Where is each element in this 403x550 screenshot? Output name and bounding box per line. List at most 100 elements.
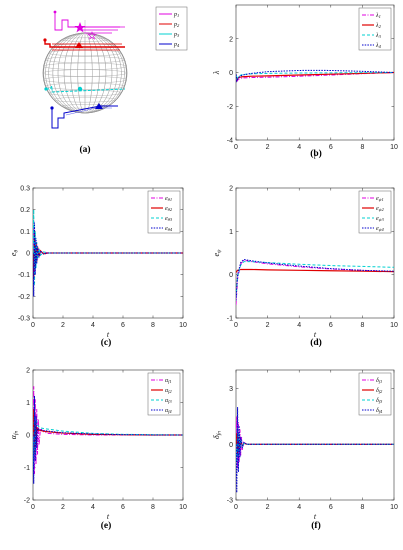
y-tick-label: -4 [227,138,233,145]
series-line-f-4 [236,407,394,493]
x-tick-label: 6 [121,504,125,511]
y-axis-label: eθ [9,250,20,257]
x-axis-label: t [314,512,317,521]
x-tick-label: 0 [31,322,35,329]
series-line-b-4 [236,69,394,83]
marker-star-p1 [74,22,86,33]
caption-a: (a) [79,144,90,155]
series-group-b [236,69,394,84]
series-line-c-4 [33,222,183,297]
x-tick-label: 0 [234,504,238,511]
marker-star-p1-outline [87,31,97,40]
x-axis-label: t [314,152,317,161]
y-tick-label: -2 [24,498,30,505]
x-tick-label: 0 [234,144,238,151]
x-tick-label: 2 [61,322,65,329]
legend-box [358,372,392,416]
legend-label: eψ2 [376,206,384,212]
sphere-latitude [53,96,117,103]
legend-label: eθ2 [165,206,173,212]
legend-label: αf2 [165,388,172,394]
series-line-b-1 [236,72,394,84]
sphere-latitude [45,82,125,90]
x-tick-label: 6 [121,322,125,329]
legend-label: λ4 [375,43,382,49]
y-tick-label: 0 [229,442,233,449]
y-tick-label: 0.2 [20,207,30,214]
y-tick-label: 0 [229,272,233,279]
legend-a-label-2: p2 [173,22,180,28]
y-tick-label: -2 [227,104,233,111]
series-line-e-4 [33,395,183,484]
caption-e: (e) [101,520,112,531]
legend-c: eθ1 eθ2 eθ3 eθ4 [147,190,181,234]
legend-label: δf1 [376,378,382,384]
chart-c: 0 2 4 6 8 10-0.3-0.2-0.100.10.20.3teθeθ1eθ2eθ… [9,186,187,340]
legend-f: δf1 δf2 δf3 δf4 [358,372,392,416]
legend-label: δf4 [376,408,383,414]
legend-b: λ1 λ2 λ3 λ4 [358,7,392,51]
x-axis-label: t [314,330,317,339]
x-tick-label: 10 [179,504,187,511]
legend-a-label-4: p4 [173,42,180,48]
series-group-e [33,386,183,484]
x-tick-label: 0 [234,322,238,329]
sphere-latitude [43,76,127,84]
legend-label: δf3 [376,398,383,404]
x-tick-label: 8 [360,504,364,511]
y-axis-label: δfn [212,431,223,439]
y-tick-label: -1 [24,465,30,472]
y-tick-label: -0.3 [18,316,30,323]
x-axis-label: t [107,330,110,339]
x-tick-label: 6 [329,144,333,151]
legend-box [358,7,392,51]
marker-p4 [95,103,103,109]
x-tick-label: 2 [266,504,270,511]
legend-label: δf2 [376,388,383,394]
trajectory-p3 [46,84,126,93]
x-tick-label: 8 [360,144,364,151]
x-tick-label: 2 [266,322,270,329]
trajectory-p2-band [52,43,122,51]
y-tick-label: -0.1 [18,272,30,279]
y-tick-label: 2 [229,186,233,193]
marker-p3 [77,86,83,92]
legend-label: eψ3 [376,216,384,222]
x-axis-label: t [107,512,110,521]
x-tick-label: 10 [390,322,398,329]
panel-a-trajectory-illustration: p1 p2 p3 p4 [42,6,188,129]
x-tick-label: 2 [61,504,65,511]
sphere-latitude [45,56,125,64]
x-tick-label: 6 [329,322,333,329]
captions: (a) (b) (c) (d) (e) (f) [79,144,321,531]
series-group-f [236,407,394,493]
x-tick-label: 4 [297,144,301,151]
marker-start-p2 [43,38,47,42]
y-tick-label: 2 [26,368,30,375]
legend-e: αf1 αf2 αf3 αf4 [147,372,181,416]
legend-a-label-1: p1 [173,12,179,18]
x-tick-label: 8 [151,322,155,329]
y-tick-label: 0.1 [20,229,30,236]
trajectory-p2 [44,40,125,48]
x-tick-label: 6 [329,504,333,511]
legend-label: eθ3 [165,216,173,222]
legend-label: αf1 [165,378,172,384]
legend-label: λ1 [375,13,381,19]
y-tick-label: 1 [26,400,30,407]
series-line-d-3 [236,261,394,297]
y-tick-label: 0.3 [20,186,30,193]
x-tick-label: 0 [31,504,35,511]
series-line-d-4 [236,258,394,301]
x-tick-label: 8 [360,322,364,329]
y-tick-label: 3 [229,386,233,393]
legend-d: eψ1 eψ2 eψ3 eψ4 [358,190,392,234]
marker-start-p1 [53,10,57,14]
chart-e: 0 2 4 6 8 10 -2 -1 0 1 2 t αfn αf1 αf2 αf3 αf4 [9,368,187,522]
x-tick-label: 10 [390,504,398,511]
x-tick-label: 4 [297,504,301,511]
y-axis-label: eψ [212,249,223,257]
